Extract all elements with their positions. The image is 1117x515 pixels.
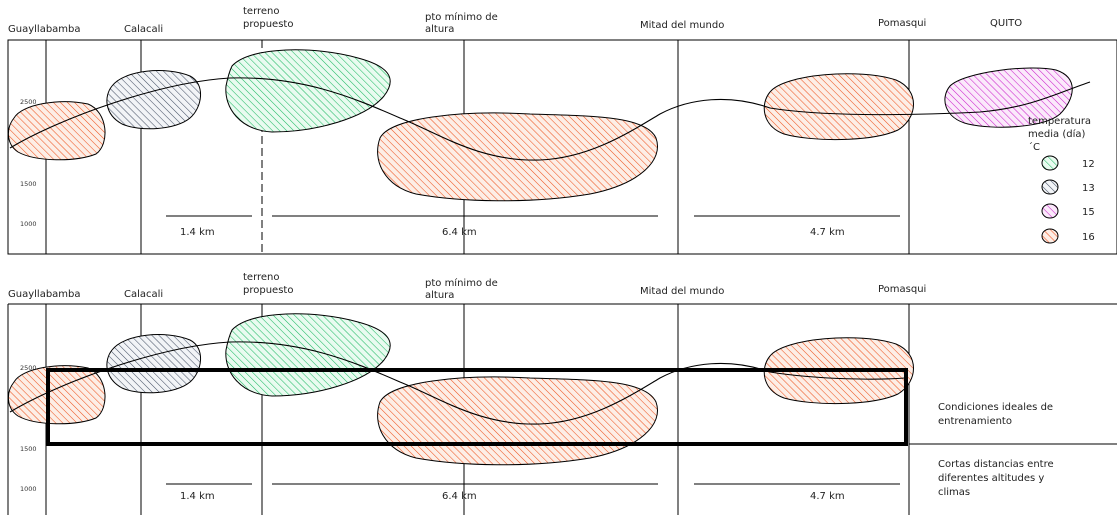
distance-label: 1.4 km [180,491,215,502]
distance-label: 6.4 km [442,491,477,502]
zone-pto-minimo-16c [377,112,658,202]
legend-swatch-13 [1041,179,1059,195]
panel-bottom: Guayllabamba Calacali terreno propuesto … [7,272,1117,515]
altitude-tick: 1000 [20,485,37,493]
altitude-tick: 1000 [20,220,37,228]
altitude-profile-line [9,77,1091,161]
zone-pomasqui-16c [763,73,914,141]
legend-title: media (día) [1028,128,1085,140]
place-label-calacali: Calacali [124,289,163,300]
place-label-terreno-propuesto: propuesto [243,19,293,30]
place-label-calacali: Calacali [124,24,163,35]
temperature-legend: temperatura media (día) ´C 12 13 15 16 [1028,116,1095,244]
place-label-pto-minimo: altura [425,24,454,35]
distance-label: 6.4 km [442,227,477,238]
place-labels: Guayllabamba Calacali terreno propuesto … [8,272,926,301]
place-label-pto-minimo: altura [425,290,454,301]
legend-swatch-16 [1041,228,1059,244]
climate-zones [8,49,1073,202]
place-label-pomasqui: Pomasqui [878,18,926,29]
note-short-distances: Cortas distancias entre [938,459,1054,470]
zone-terreno-12c [225,49,391,133]
place-label-guayllabamba: Guayllabamba [8,289,81,300]
place-label-pto-minimo: pto mínimo de [425,11,498,23]
panel-top: Guayllabamba Calacali terreno propuesto … [7,6,1117,255]
note-short-distances: climas [938,487,970,498]
zone-terreno-12c [225,313,391,397]
place-label-mitad-del-mundo: Mitad del mundo [640,286,724,297]
place-label-guayllabamba: Guayllabamba [8,24,81,35]
place-label-terreno-propuesto: terreno [243,6,280,17]
note-ideal-conditions: entrenamiento [938,416,1012,427]
altitude-tick: 1500 [20,180,37,188]
altitude-tick: 2500 [20,98,37,106]
legend-title: temperatura [1028,116,1091,127]
place-label-mitad-del-mundo: Mitad del mundo [640,20,724,31]
zone-calacali-13c [106,70,201,130]
place-label-quito: QUITO [990,18,1022,29]
zone-calacali-13c [106,334,201,394]
distance-label: 4.7 km [810,491,845,502]
legend-value: 15 [1082,207,1095,218]
place-label-terreno-propuesto: propuesto [243,285,293,296]
legend-value: 16 [1082,232,1095,243]
legend-swatch-12 [1041,155,1059,171]
place-label-terreno-propuesto: terreno [243,272,280,283]
place-label-pomasqui: Pomasqui [878,284,926,295]
notes: Condiciones ideales de entrenamiento Cor… [938,402,1054,498]
legend-swatch-15 [1041,203,1059,219]
distance-label: 4.7 km [810,227,845,238]
distance-label: 1.4 km [180,227,215,238]
note-ideal-conditions: Condiciones ideales de [938,402,1053,413]
note-short-distances: diferentes altitudes y [938,473,1044,484]
altitude-tick: 1500 [20,445,37,453]
ideal-conditions-frame [46,368,908,446]
legend-value: 13 [1082,183,1095,194]
legend-title: ´C [1028,141,1040,153]
altitude-tick: 2500 [20,364,37,372]
place-label-pto-minimo: pto mínimo de [425,277,498,289]
place-labels: Guayllabamba Calacali terreno propuesto … [8,6,1022,35]
legend-value: 12 [1082,159,1095,170]
